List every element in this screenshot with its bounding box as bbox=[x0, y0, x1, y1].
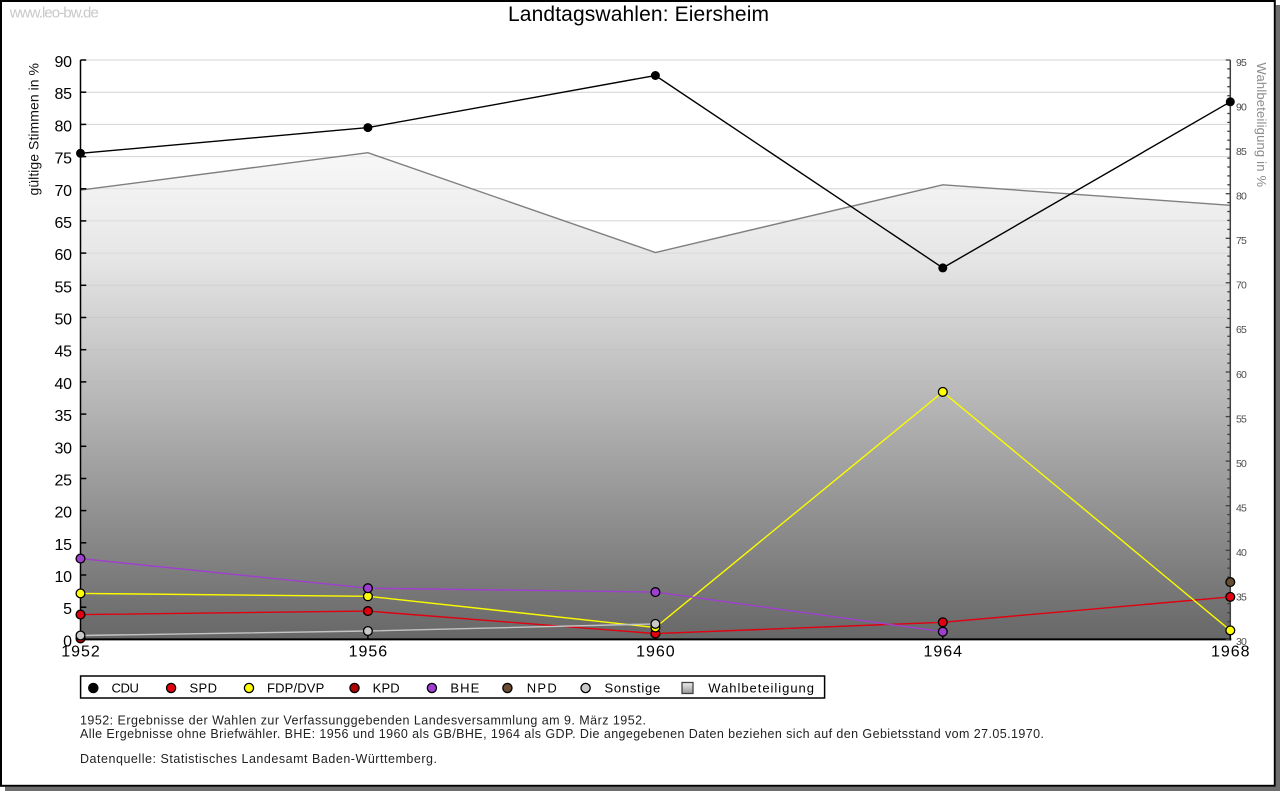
svg-text:40: 40 bbox=[55, 376, 73, 393]
svg-text:CDU: CDU bbox=[112, 680, 139, 695]
svg-text:95: 95 bbox=[1236, 57, 1247, 69]
svg-text:35: 35 bbox=[1236, 592, 1247, 604]
svg-text:75: 75 bbox=[1236, 235, 1247, 247]
svg-text:1964: 1964 bbox=[924, 644, 963, 661]
svg-text:NPD: NPD bbox=[527, 680, 557, 695]
svg-text:Wahlbeteiligung in %: Wahlbeteiligung in % bbox=[1254, 63, 1269, 188]
svg-text:85: 85 bbox=[55, 86, 73, 103]
svg-text:BHE: BHE bbox=[450, 680, 479, 695]
svg-text:70: 70 bbox=[55, 183, 73, 200]
svg-text:www.leo-bw.de: www.leo-bw.de bbox=[9, 4, 99, 21]
svg-text:90: 90 bbox=[1236, 101, 1247, 113]
svg-text:60: 60 bbox=[1236, 369, 1247, 381]
svg-text:gültige Stimmen in %: gültige Stimmen in % bbox=[25, 63, 41, 196]
svg-text:30: 30 bbox=[1236, 636, 1247, 648]
svg-text:85: 85 bbox=[1236, 146, 1247, 158]
svg-text:0: 0 bbox=[63, 633, 72, 650]
svg-text:50: 50 bbox=[55, 312, 73, 329]
svg-text:Landtagswahlen: Eiersheim: Landtagswahlen: Eiersheim bbox=[508, 3, 769, 26]
svg-text:1960: 1960 bbox=[636, 644, 675, 661]
svg-text:40: 40 bbox=[1236, 547, 1247, 559]
svg-text:80: 80 bbox=[1236, 191, 1247, 203]
svg-text:30: 30 bbox=[55, 440, 73, 457]
svg-text:90: 90 bbox=[55, 54, 73, 71]
svg-text:1956: 1956 bbox=[349, 644, 388, 661]
svg-text:5: 5 bbox=[63, 601, 72, 618]
svg-text:45: 45 bbox=[55, 344, 73, 361]
svg-text:KPD: KPD bbox=[373, 680, 400, 695]
svg-text:65: 65 bbox=[55, 215, 73, 232]
svg-text:55: 55 bbox=[1236, 413, 1247, 425]
svg-text:SPD: SPD bbox=[190, 680, 218, 695]
svg-text:75: 75 bbox=[55, 151, 73, 168]
svg-text:60: 60 bbox=[55, 247, 73, 264]
svg-text:Datenquelle: Statistisches Lan: Datenquelle: Statistisches Landesamt Bad… bbox=[80, 752, 437, 766]
svg-text:Wahlbeteiligung: Wahlbeteiligung bbox=[708, 680, 814, 695]
svg-text:55: 55 bbox=[55, 279, 73, 296]
svg-text:35: 35 bbox=[55, 408, 73, 425]
svg-text:1952: Ergebnisse der Wahlen zu: 1952: Ergebnisse der Wahlen zur Verfassu… bbox=[80, 713, 646, 727]
svg-text:45: 45 bbox=[1236, 503, 1247, 515]
svg-text:50: 50 bbox=[1236, 458, 1247, 470]
svg-text:1952: 1952 bbox=[61, 644, 100, 661]
svg-text:1968: 1968 bbox=[1211, 644, 1250, 661]
svg-text:70: 70 bbox=[1236, 280, 1247, 292]
svg-text:15: 15 bbox=[55, 537, 73, 554]
svg-text:25: 25 bbox=[55, 473, 73, 490]
svg-text:Alle Ergebnisse ohne Briefwähl: Alle Ergebnisse ohne Briefwähler. BHE: 1… bbox=[80, 727, 1044, 741]
svg-text:10: 10 bbox=[55, 569, 73, 586]
svg-text:65: 65 bbox=[1236, 324, 1247, 336]
svg-text:FDP/DVP: FDP/DVP bbox=[267, 680, 324, 695]
svg-text:80: 80 bbox=[55, 118, 73, 135]
svg-text:20: 20 bbox=[55, 505, 73, 522]
svg-text:Sonstige: Sonstige bbox=[605, 680, 661, 695]
